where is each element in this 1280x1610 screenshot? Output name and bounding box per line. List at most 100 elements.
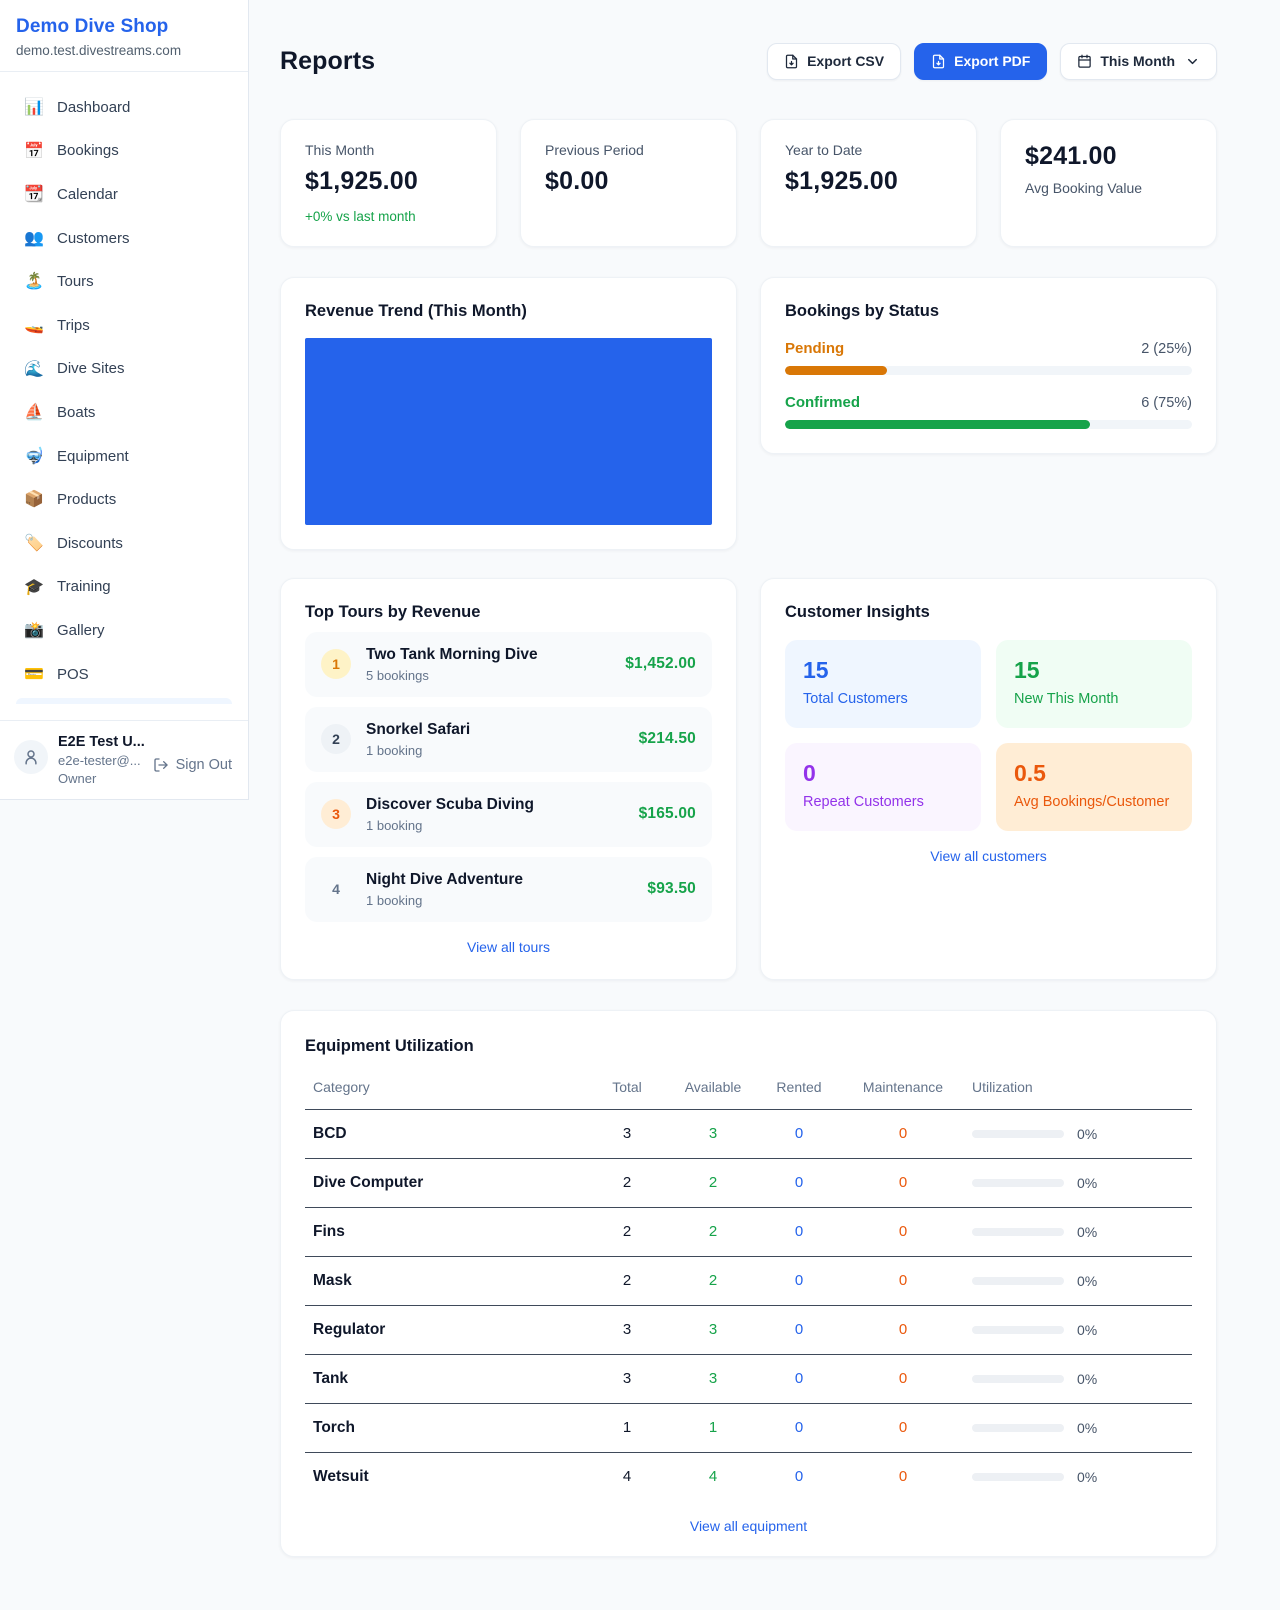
tour-name: Discover Scuba Diving: [366, 795, 534, 813]
sidebar-item-label: Dashboard: [57, 98, 131, 116]
sidebar-item-label: Dive Sites: [57, 360, 125, 378]
cell-category: Torch: [305, 1403, 584, 1453]
customer-insights-title: Customer Insights: [785, 602, 930, 621]
sidebar-item-boats[interactable]: ⛵ Boats: [8, 391, 240, 435]
sidebar-item-pos[interactable]: 💳 POS: [8, 653, 240, 697]
col-total: Total: [584, 1070, 670, 1110]
tile-value: 15: [803, 656, 829, 683]
sidebar-item-dashboard[interactable]: 📊 Dashboard: [8, 86, 240, 130]
sidebar-item-label: Boats: [57, 403, 96, 421]
period-dropdown[interactable]: This Month: [1060, 42, 1217, 80]
col-category: Category: [305, 1070, 584, 1110]
rank-badge: 1: [321, 649, 351, 679]
table-row: Wetsuit 4 4 0 0 0%: [305, 1452, 1192, 1501]
main-content: Reports Export CSV Export PDF This Month: [249, 0, 1280, 1599]
sidebar-item-products[interactable]: 📦 Products: [8, 478, 240, 522]
cell-total: 3: [584, 1109, 670, 1159]
tour-revenue: $165.00: [638, 805, 696, 822]
tour-row: 4 Night Dive Adventure 1 booking $93.50: [305, 856, 712, 922]
tile-total-customers: 15 Total Customers: [785, 639, 981, 728]
table-row: Fins 2 2 0 0 0%: [305, 1207, 1192, 1257]
utilization-bar: [972, 1325, 1064, 1334]
status-count: 2 (25%): [1141, 340, 1192, 357]
file-down-icon: [785, 54, 798, 69]
cell-category: Regulator: [305, 1305, 584, 1355]
stat-value: $1,925.00: [785, 166, 899, 195]
table-row: Torch 1 1 0 0 0%: [305, 1403, 1192, 1453]
sidebar-item-bookings[interactable]: 📅 Bookings: [8, 130, 240, 174]
view-all-equipment-link[interactable]: View all equipment: [689, 1517, 808, 1534]
cell-rented: 0: [756, 1207, 842, 1257]
sidebar-item-trips[interactable]: 🚤 Trips: [8, 304, 240, 348]
sidebar-item-label: Gallery: [57, 621, 105, 639]
stat-card-year-to-date: Year to Date $1,925.00: [760, 118, 977, 247]
utilization-percent: 0%: [1077, 1174, 1098, 1191]
wave-icon: 🌊: [24, 360, 44, 378]
sidebar-item-label: Products: [57, 491, 117, 509]
top-tours-card: Top Tours by Revenue 1 Two Tank Morning …: [280, 577, 737, 980]
table-row: Tank 3 3 0 0 0%: [305, 1354, 1192, 1404]
user-icon: [25, 750, 37, 765]
stat-card-previous-period: Previous Period $0.00: [520, 118, 737, 247]
sidebar-item-dive-sites[interactable]: 🌊 Dive Sites: [8, 348, 240, 392]
equipment-utilization-title: Equipment Utilization: [305, 1036, 474, 1055]
sidebar-item-reports-partial[interactable]: [16, 698, 232, 705]
view-all-tours-link[interactable]: View all tours: [466, 938, 550, 955]
calendar-icon: 📆: [24, 186, 44, 204]
sailboat-icon: ⛵: [24, 404, 44, 422]
cell-category: BCD: [305, 1109, 584, 1159]
rank-badge: 4: [332, 881, 340, 897]
stat-value: $241.00: [1025, 141, 1117, 170]
sidebar-nav: 📊 Dashboard 📅 Bookings 📆 Calendar 👥 Customer…: [0, 72, 248, 720]
utilization-bar: [972, 1178, 1064, 1187]
stat-delta: +0% vs last month: [305, 208, 416, 224]
status-row-pending: Pending 2 (25%): [785, 340, 1192, 375]
bar-chart-icon: 📊: [24, 99, 44, 116]
utilization-cell: 0%: [972, 1469, 1184, 1485]
status-count: 6 (75%): [1141, 394, 1192, 411]
cell-available: 3: [670, 1109, 756, 1159]
col-maintenance: Maintenance: [842, 1070, 964, 1110]
bookings-by-status-card: Bookings by Status Pending 2 (25%) Confi…: [760, 276, 1217, 454]
cell-total: 2: [584, 1256, 670, 1306]
sidebar-item-label: Tours: [57, 273, 94, 291]
stat-label: Previous Period: [545, 141, 644, 158]
sidebar-item-label: Customers: [57, 229, 130, 247]
tile-repeat-customers: 0 Repeat Customers: [785, 742, 981, 831]
cell-available: 3: [670, 1354, 756, 1404]
sidebar-item-discounts[interactable]: 🏷️ Discounts: [8, 522, 240, 566]
cell-category: Fins: [305, 1207, 584, 1257]
export-csv-button[interactable]: Export CSV: [767, 42, 902, 80]
sign-out-button[interactable]: Sign Out: [149, 753, 236, 777]
revenue-trend-chart: [305, 337, 712, 525]
sidebar-item-customers[interactable]: 👥 Customers: [8, 217, 240, 261]
stat-card-avg-booking-value: $241.00 Avg Booking Value: [1000, 118, 1217, 247]
table-row: Regulator 3 3 0 0 0%: [305, 1305, 1192, 1355]
header-actions: Export CSV Export PDF This Month: [767, 42, 1217, 80]
customer-insights-card: Customer Insights 15 Total Customers 15 …: [760, 577, 1217, 980]
revenue-trend-title: Revenue Trend (This Month): [305, 301, 527, 320]
brand-name: Demo Dive Shop: [16, 16, 169, 37]
row-revenue-status: Revenue Trend (This Month) Bookings by S…: [280, 276, 1217, 550]
utilization-cell: 0%: [972, 1273, 1184, 1289]
export-pdf-button[interactable]: Export PDF: [914, 42, 1048, 80]
cell-rented: 0: [756, 1256, 842, 1306]
tile-value: 0: [803, 759, 816, 786]
sidebar-item-calendar[interactable]: 📆 Calendar: [8, 173, 240, 217]
sidebar-item-training[interactable]: 🎓 Training: [8, 566, 240, 610]
utilization-cell: 0%: [972, 1371, 1184, 1387]
col-available: Available: [670, 1070, 756, 1110]
cell-category: Mask: [305, 1256, 584, 1306]
sidebar-item-gallery[interactable]: 📸 Gallery: [8, 609, 240, 653]
sidebar-item-tours[interactable]: 🏝️ Tours: [8, 260, 240, 304]
cell-total: 1: [584, 1403, 670, 1453]
table-row: Mask 2 2 0 0 0%: [305, 1256, 1192, 1306]
stat-label: This Month: [305, 141, 375, 158]
customer-insight-tiles: 15 Total Customers 15 New This Month 0 R…: [785, 639, 1192, 831]
status-progress-track: [785, 419, 1192, 429]
view-all-customers-link[interactable]: View all customers: [930, 847, 1047, 864]
cell-category: Tank: [305, 1354, 584, 1404]
sidebar-item-equipment[interactable]: 🤿 Equipment: [8, 435, 240, 479]
utilization-percent: 0%: [1077, 1321, 1098, 1338]
status-label: Pending: [785, 339, 845, 357]
